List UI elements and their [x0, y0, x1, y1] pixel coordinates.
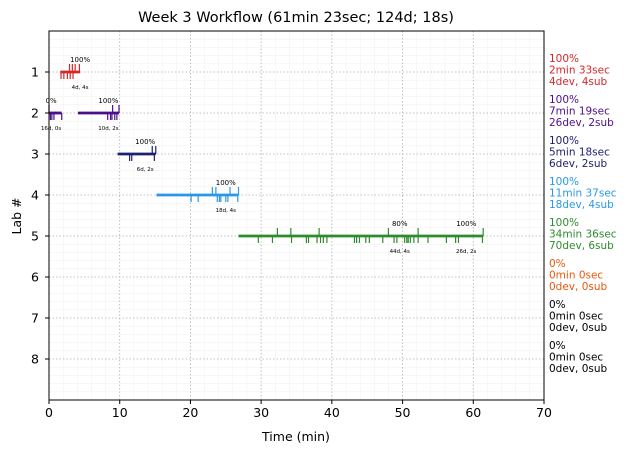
x-tick-label: 50 [395, 405, 411, 420]
lab-4-summary-line: 100% [549, 176, 579, 188]
x-tick-label: 0 [45, 405, 53, 420]
y-tick-label: 5 [31, 229, 39, 244]
lab-6-summary-line: 0% [549, 258, 566, 270]
lab-3-summary-line: 100% [549, 135, 579, 147]
y-tick-label: 6 [31, 270, 39, 285]
lab-2-summary-line: 7min 19sec [549, 106, 610, 118]
lab-4-checkpoint-percent: 100% [216, 179, 236, 187]
lab-3-checkpoint-percent: 100% [135, 138, 155, 146]
lab-5-checkpoint-percent: 80% [392, 220, 408, 228]
y-tick-label: 2 [31, 106, 39, 121]
lab-1-summary-line: 100% [549, 53, 579, 65]
y-tick-label: 4 [31, 188, 39, 203]
x-axis-label: Time (min) [261, 429, 330, 444]
x-tick-label: 60 [465, 405, 481, 420]
lab-2-summary-line: 100% [549, 94, 579, 106]
lab-1-summary-line: 4dev, 4sub [549, 76, 608, 88]
y-tick-label: 1 [31, 65, 39, 80]
lab-5-checkpoint-note: 26d, 2s [456, 249, 476, 255]
lab-7-summary-line: 0% [549, 299, 566, 311]
lab-7-summary-line: 0dev, 0sub [549, 322, 608, 334]
lab-7-summary-line: 0min 0sec [549, 311, 603, 323]
lab-6-summary-line: 0dev, 0sub [549, 281, 608, 293]
x-tick-label: 40 [324, 405, 340, 420]
lab-2-checkpoint-percent: 100% [98, 97, 118, 105]
x-tick-label: 10 [112, 405, 128, 420]
grid-lines [48, 31, 545, 400]
y-tick-label: 8 [31, 352, 39, 367]
lab-2-checkpoint-percent: 0% [46, 97, 57, 105]
lab-6-summary-line: 0min 0sec [549, 270, 603, 282]
y-axis-label: Lab # [9, 197, 24, 234]
plot-frame [48, 30, 545, 401]
lab-5-summary-line: 34min 36sec [549, 229, 617, 241]
x-tick-label: 30 [253, 405, 269, 420]
lab-2-checkpoint-note: 10d, 2s [98, 126, 118, 132]
lab-1-checkpoint-note: 4d, 4s [72, 85, 89, 91]
lab-5-summary-line: 70dev, 6sub [549, 240, 614, 252]
lab-2-checkpoint-note: 16d, 0s [41, 126, 61, 132]
lab-8-summary-line: 0dev, 0sub [549, 363, 608, 375]
lab-3-summary-line: 6dev, 2sub [549, 158, 608, 170]
y-tick-label: 3 [31, 147, 39, 162]
axes: 0 10 20 30 40 50 60 70 1 2 3 4 5 6 7 8 [31, 65, 552, 421]
lab-3-summary-line: 5min 18sec [549, 147, 610, 159]
lab-8-summary-line: 0% [549, 340, 566, 352]
lab-3-checkpoint-note: 6d, 2s [137, 167, 154, 173]
lab-4-summary-line: 11min 37sec [549, 188, 617, 200]
lab-2-summary-line: 26dev, 2sub [549, 117, 614, 129]
lab-5-checkpoint-percent: 100% [456, 220, 476, 228]
lab-4-summary-line: 18dev, 4sub [549, 199, 614, 211]
chart-title: Week 3 Workflow (61min 23sec; 124d; 18s) [138, 10, 454, 26]
lab-1-summary-line: 2min 33sec [549, 65, 610, 77]
y-tick-label: 7 [31, 311, 39, 326]
lab-4-checkpoint-note: 18d, 4s [216, 208, 236, 214]
lab-1-checkpoint-percent: 100% [70, 56, 90, 64]
data-marks: 100% 4d, 4s 0% 16d, 0s 100% 10d, 2s 100% 6d, 2s… [41, 56, 484, 255]
x-tick-label: 20 [182, 405, 198, 420]
lab-5-summary-line: 100% [549, 217, 579, 229]
lab-5-checkpoint-note: 44d, 4s [390, 249, 410, 255]
x-tick-label: 70 [536, 405, 552, 420]
lab-8-summary-line: 0min 0sec [549, 352, 603, 364]
